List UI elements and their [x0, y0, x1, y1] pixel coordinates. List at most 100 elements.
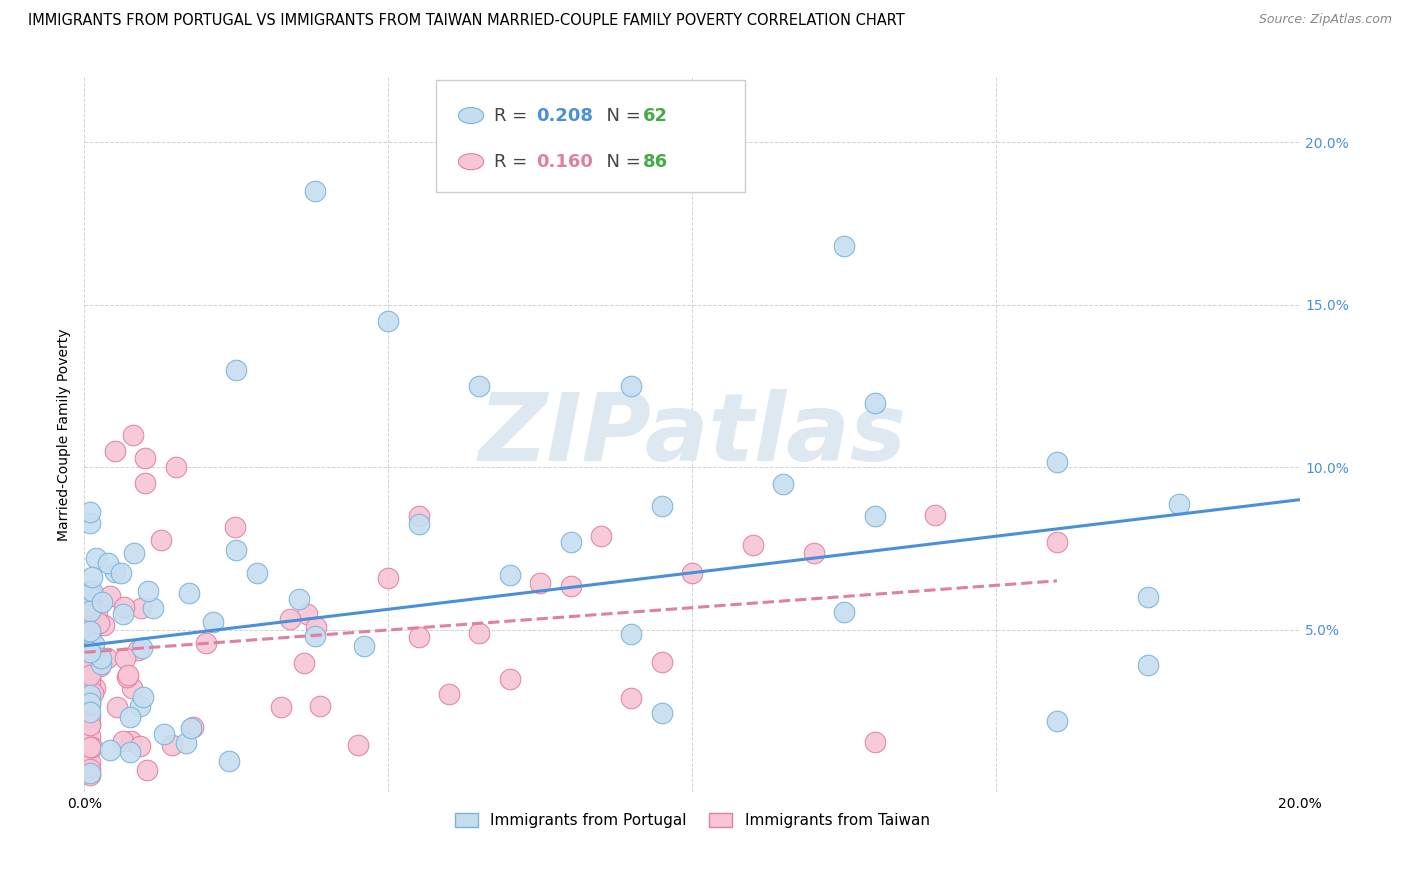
Point — [79, 648, 101, 663]
Point — [124, 546, 146, 560]
Point — [1046, 455, 1069, 469]
Point — [134, 476, 156, 491]
Point — [347, 738, 370, 752]
Text: ZIPatlas: ZIPatlas — [478, 389, 907, 481]
Point — [82, 569, 104, 583]
Point — [93, 618, 115, 632]
Point — [742, 538, 765, 552]
Point — [79, 604, 101, 618]
Point — [79, 675, 101, 690]
Point — [225, 363, 247, 377]
Point — [79, 717, 101, 731]
Point — [1167, 497, 1189, 511]
Point — [620, 379, 643, 393]
Point — [309, 699, 332, 714]
Point — [121, 681, 143, 695]
Point — [142, 601, 165, 615]
Point — [79, 762, 101, 776]
Point — [79, 665, 101, 679]
Point — [408, 508, 430, 523]
Point — [218, 754, 240, 768]
Point — [79, 740, 101, 755]
Point — [80, 739, 103, 754]
Point — [79, 624, 101, 638]
Point — [114, 650, 136, 665]
Point — [224, 520, 246, 534]
Point — [112, 600, 135, 615]
Point — [79, 588, 101, 602]
Point — [180, 721, 202, 735]
Point — [96, 650, 118, 665]
Point — [79, 599, 101, 614]
Point — [79, 667, 101, 681]
Point — [651, 499, 673, 513]
Point — [270, 700, 292, 714]
Point — [82, 685, 104, 699]
Point — [104, 565, 127, 579]
Point — [589, 528, 612, 542]
Point — [79, 673, 101, 687]
Point — [1046, 535, 1069, 549]
Point — [377, 314, 399, 328]
Point — [181, 719, 204, 733]
Point — [98, 743, 121, 757]
Point — [79, 644, 101, 658]
Point — [127, 643, 149, 657]
Point — [97, 557, 120, 571]
Text: N =: N = — [595, 106, 647, 125]
Point — [79, 693, 101, 707]
Point — [377, 571, 399, 585]
Point — [79, 634, 101, 648]
Point — [863, 508, 886, 523]
Point — [560, 579, 582, 593]
Point — [620, 626, 643, 640]
Point — [79, 516, 101, 530]
Point — [468, 625, 491, 640]
Point — [79, 660, 101, 674]
Point — [560, 534, 582, 549]
Point — [136, 583, 159, 598]
Point — [79, 729, 101, 743]
Point — [79, 624, 101, 639]
Point — [79, 677, 101, 691]
Point — [1046, 714, 1069, 728]
Text: IMMIGRANTS FROM PORTUGAL VS IMMIGRANTS FROM TAIWAN MARRIED-COUPLE FAMILY POVERTY: IMMIGRANTS FROM PORTUGAL VS IMMIGRANTS F… — [28, 13, 905, 29]
Point — [118, 710, 141, 724]
Text: 62: 62 — [643, 106, 668, 125]
Point — [135, 763, 157, 777]
Point — [499, 673, 522, 687]
Point — [225, 542, 247, 557]
Point — [83, 655, 105, 669]
Text: 86: 86 — [643, 153, 668, 170]
Point — [292, 656, 315, 670]
Point — [79, 631, 101, 645]
Point — [287, 591, 309, 606]
Text: Source: ZipAtlas.com: Source: ZipAtlas.com — [1258, 13, 1392, 27]
Point — [681, 566, 703, 580]
Point — [202, 615, 225, 629]
Point — [128, 698, 150, 713]
Point — [120, 733, 142, 747]
Point — [79, 717, 101, 731]
Point — [86, 603, 108, 617]
Legend: Immigrants from Portugal, Immigrants from Taiwan: Immigrants from Portugal, Immigrants fro… — [449, 806, 935, 834]
Point — [863, 735, 886, 749]
Point — [134, 451, 156, 466]
Point — [79, 766, 101, 780]
Point — [1137, 657, 1160, 672]
Point — [79, 611, 101, 625]
Text: 0.160: 0.160 — [536, 153, 592, 170]
Point — [90, 657, 112, 671]
Point — [104, 444, 127, 458]
Point — [529, 575, 551, 590]
Point — [112, 607, 135, 621]
Point — [79, 767, 101, 781]
Point — [651, 706, 673, 720]
Point — [87, 615, 110, 630]
Point — [863, 396, 886, 410]
Point — [79, 627, 101, 641]
Text: R =: R = — [494, 153, 533, 170]
Point — [437, 687, 460, 701]
Point — [79, 688, 101, 702]
Point — [131, 690, 153, 705]
